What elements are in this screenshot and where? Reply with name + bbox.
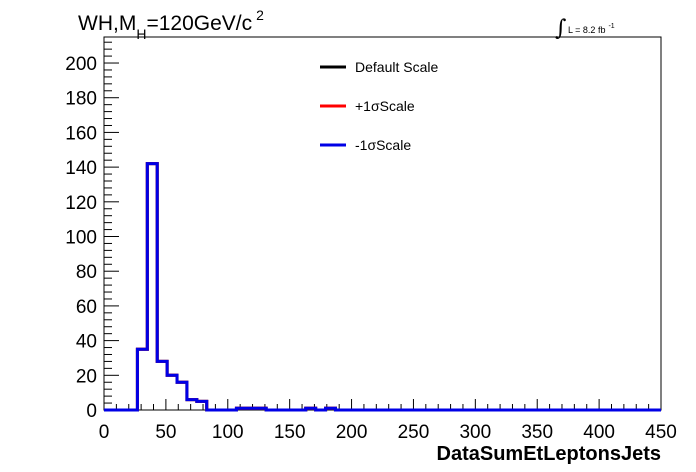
series-line-plus1sigma xyxy=(104,162,661,412)
x-tick-label: 150 xyxy=(274,422,306,443)
y-tick-label: 140 xyxy=(65,158,97,179)
plot-frame xyxy=(103,36,662,411)
series-line-default xyxy=(104,162,661,412)
y-tick-label: 0 xyxy=(86,401,97,422)
x-tick-label: 250 xyxy=(398,422,430,443)
series-line-minus1sigma xyxy=(104,162,661,412)
y-tick-label: 160 xyxy=(65,123,97,144)
x-tick-label: 50 xyxy=(155,422,176,443)
x-axis: 0 50 100 150 200 250 300 350 400 450 xyxy=(99,399,677,443)
integral-symbol: ∫ xyxy=(555,16,567,41)
y-axis: 0 20 40 60 80 100 120 140 160 180 200 xyxy=(65,41,119,422)
y-tick-label: 100 xyxy=(65,228,97,249)
luminosity-sup: -1 xyxy=(608,23,614,30)
svg-text:WH,MH=120GeV/c2: WH,MH=120GeV/c 2 xyxy=(78,7,264,42)
y-tick-label: 20 xyxy=(76,366,97,387)
x-tick-label: 400 xyxy=(583,422,615,443)
x-tick-label: 200 xyxy=(336,422,368,443)
luminosity-label: ∫ L = 8.2 fb -1 xyxy=(555,16,615,41)
legend-label: -1σScale xyxy=(355,137,411,153)
legend-label: +1σScale xyxy=(355,98,415,114)
x-tick-label: 450 xyxy=(645,422,677,443)
x-tick-label: 300 xyxy=(459,422,491,443)
y-tick-label: 80 xyxy=(76,262,97,283)
y-tick-label: 40 xyxy=(76,332,97,353)
series-layer xyxy=(104,162,661,412)
x-tick-label: 350 xyxy=(521,422,553,443)
x-tick-label: 100 xyxy=(212,422,244,443)
title-rest: =120GeV/c xyxy=(146,12,252,35)
y-tick-label: 60 xyxy=(76,297,97,318)
title-subscript: H xyxy=(136,26,146,42)
x-tick-label: 0 xyxy=(99,422,110,443)
legend-label: Default Scale xyxy=(355,59,438,75)
y-tick-label: 180 xyxy=(65,89,97,110)
luminosity-text: L = 8.2 fb -1 xyxy=(568,23,615,35)
x-axis-label: DataSumEtLeptonsJets xyxy=(437,443,662,465)
legend: Default Scale +1σScale -1σScale xyxy=(320,59,438,153)
chart-title: WH,MH=120GeV/c 2 xyxy=(78,7,264,42)
title-main: WH,M xyxy=(78,12,136,35)
title-superscript: 2 xyxy=(256,7,264,23)
y-tick-label: 120 xyxy=(65,193,97,214)
y-tick-label: 200 xyxy=(65,54,97,75)
